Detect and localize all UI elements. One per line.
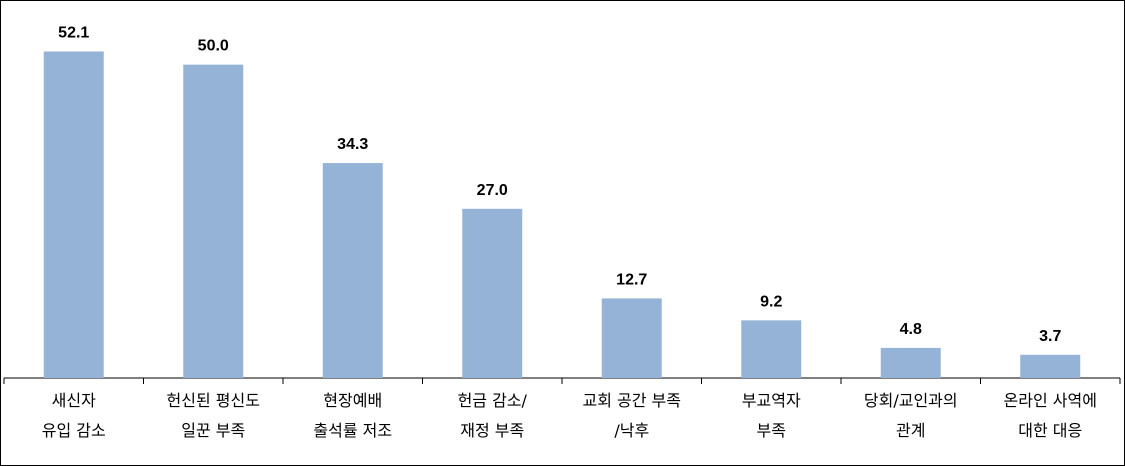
x-tick-label: 온라인 사역에 대한 대응 bbox=[1003, 391, 1097, 440]
value-label: 34.3 bbox=[337, 136, 368, 153]
value-label: 12.7 bbox=[616, 271, 647, 288]
value-label: 3.7 bbox=[1039, 328, 1061, 345]
value-label: 4.8 bbox=[900, 321, 922, 338]
bar bbox=[880, 347, 941, 378]
value-label: 50.0 bbox=[198, 38, 229, 55]
value-label: 27.0 bbox=[477, 182, 508, 199]
x-tick-label: 새신자 유입 감소 bbox=[41, 391, 106, 440]
bar bbox=[601, 298, 662, 378]
bar bbox=[462, 208, 523, 378]
x-tick-label: 당회/교인과의 관계 bbox=[863, 391, 958, 440]
x-tick-label: 헌신된 평신도 일꾼 부족 bbox=[166, 391, 260, 440]
value-label: 52.1 bbox=[58, 25, 89, 42]
x-tick-label: 교회 공간 부족 /낙후 bbox=[582, 391, 682, 440]
bar bbox=[43, 51, 104, 379]
value-label: 9.2 bbox=[760, 293, 782, 310]
x-tick-label: 부교역자 부족 bbox=[741, 391, 801, 440]
x-tick-label: 현장예배 출석률 저조 bbox=[313, 391, 393, 440]
bar bbox=[322, 163, 383, 378]
x-tick-label: 헌금 감소/ 재정 부족 bbox=[457, 391, 527, 440]
bar bbox=[741, 320, 802, 378]
bar bbox=[1020, 354, 1081, 378]
bar bbox=[183, 64, 244, 379]
